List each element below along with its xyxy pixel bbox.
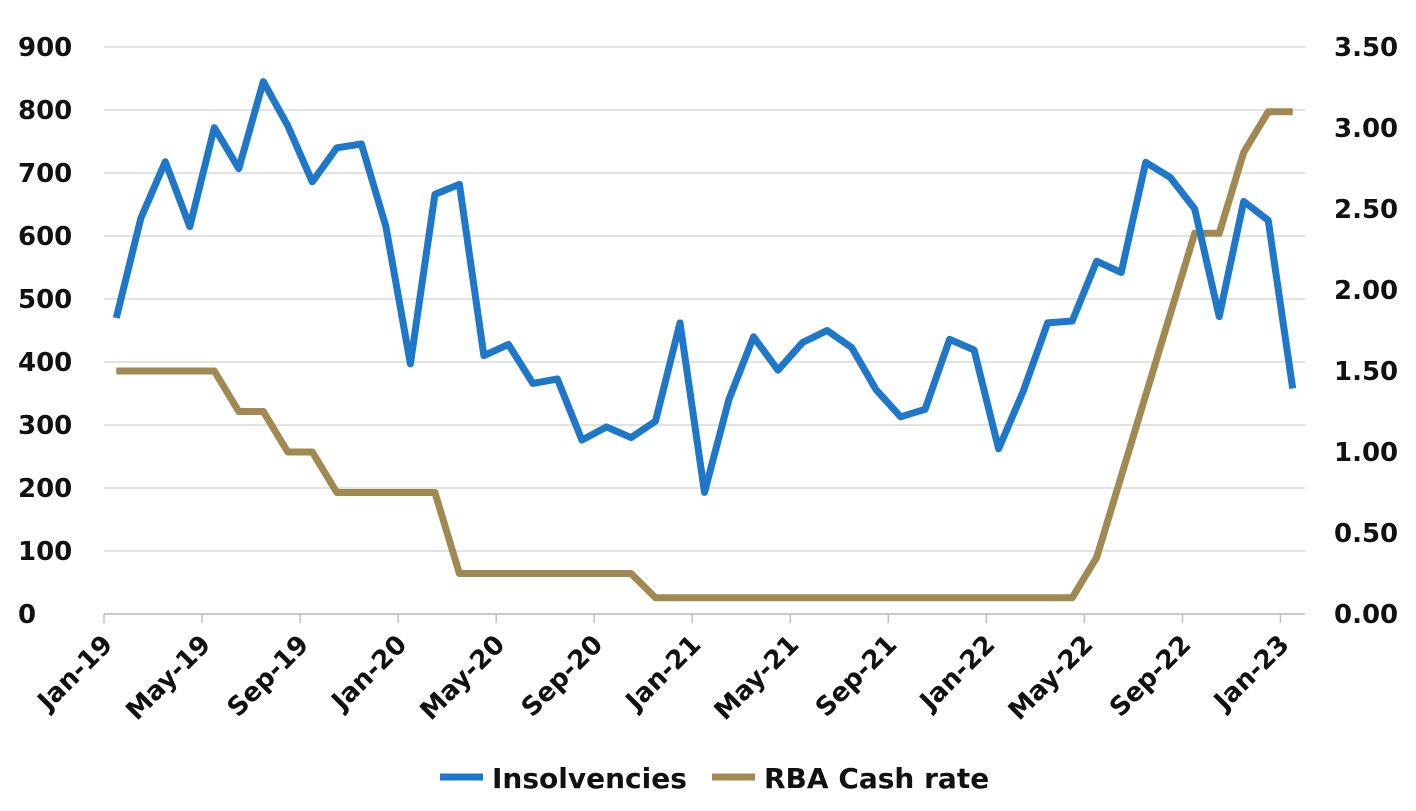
y-left-tick-label: 500 (18, 285, 72, 315)
series-line-insolvencies (112, 78, 1297, 496)
y-left-tick-label: 100 (18, 537, 72, 567)
x-tick-label: Sep-20 (516, 630, 609, 723)
series-line-rba-cash-rate (116, 108, 1293, 602)
x-tick-label: May-19 (120, 630, 217, 727)
gridlines (104, 46, 1305, 615)
x-tick-label: May-22 (1003, 630, 1100, 727)
y-left-tick-label: 800 (18, 96, 72, 126)
y-axis-left: 0 100 200 300 400 500 600 700 800 900 (18, 33, 72, 630)
legend-label-insolvencies: Insolvencies (492, 762, 687, 795)
y-right-tick-label: 3.00 (1334, 114, 1398, 144)
x-tick-label: May-21 (709, 630, 806, 727)
y-right-tick-label: 0.50 (1334, 519, 1398, 549)
y-left-tick-label: 600 (18, 222, 72, 252)
x-axis: Jan-19 May-19 Sep-19 Jan-20 May-20 Sep-20 Jan-… (31, 613, 1305, 727)
y-right-tick-label: 2.00 (1334, 276, 1398, 306)
series-lines (112, 78, 1297, 602)
y-right-tick-label: 1.50 (1334, 357, 1398, 387)
y-right-tick-label: 0.00 (1334, 600, 1398, 630)
y-right-tick-label: 3.50 (1334, 33, 1398, 63)
x-tick-label: Jan-19 (31, 630, 119, 718)
y-left-tick-label: 300 (18, 411, 72, 441)
y-left-tick-label: 900 (18, 33, 72, 63)
x-tick-label: Sep-22 (1104, 630, 1197, 723)
y-left-tick-label: 400 (18, 348, 72, 378)
x-tick-label: Jan-22 (913, 630, 1001, 718)
legend-label-rba-cash-rate: RBA Cash rate (764, 762, 989, 795)
x-tick-label: May-20 (415, 630, 512, 727)
y-left-tick-label: 200 (18, 474, 72, 504)
x-tick-label: Jan-20 (325, 630, 413, 718)
y-axis-right: 0.00 0.50 1.00 1.50 2.00 2.50 3.00 3.50 (1334, 33, 1398, 630)
y-right-tick-label: 2.50 (1334, 195, 1398, 225)
y-left-tick-label: 700 (18, 159, 72, 189)
x-tick-label: Jan-23 (1207, 630, 1295, 718)
y-left-tick-label: 0 (18, 600, 36, 630)
x-tick-label: Jan-21 (619, 630, 707, 718)
x-tick-label: Sep-21 (810, 630, 903, 723)
legend: Insolvencies RBA Cash rate (440, 762, 989, 795)
x-tick-label: Sep-19 (222, 630, 315, 723)
y-right-tick-label: 1.00 (1334, 438, 1398, 468)
